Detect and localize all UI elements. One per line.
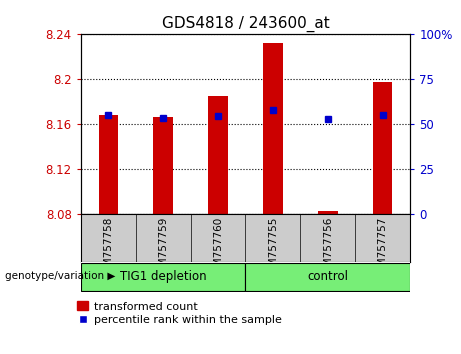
Bar [263,42,283,214]
Text: GSM757760: GSM757760 [213,217,223,280]
Text: genotype/variation ▶: genotype/variation ▶ [5,272,115,281]
Text: GSM757758: GSM757758 [103,217,113,280]
Bar [318,211,337,214]
Bar [81,263,246,291]
Bar [208,96,228,214]
Legend: transformed count, percentile rank within the sample: transformed count, percentile rank withi… [77,301,282,325]
Text: GSM757757: GSM757757 [378,217,388,280]
Text: GSM757755: GSM757755 [268,217,278,280]
Bar [245,263,410,291]
Text: TIG1 depletion: TIG1 depletion [120,270,207,283]
Bar [373,82,392,214]
Title: GDS4818 / 243600_at: GDS4818 / 243600_at [162,16,329,32]
Text: GSM757756: GSM757756 [323,217,333,280]
Bar [154,117,173,214]
Bar [99,115,118,214]
Text: control: control [307,270,349,283]
Text: GSM757759: GSM757759 [158,217,168,280]
